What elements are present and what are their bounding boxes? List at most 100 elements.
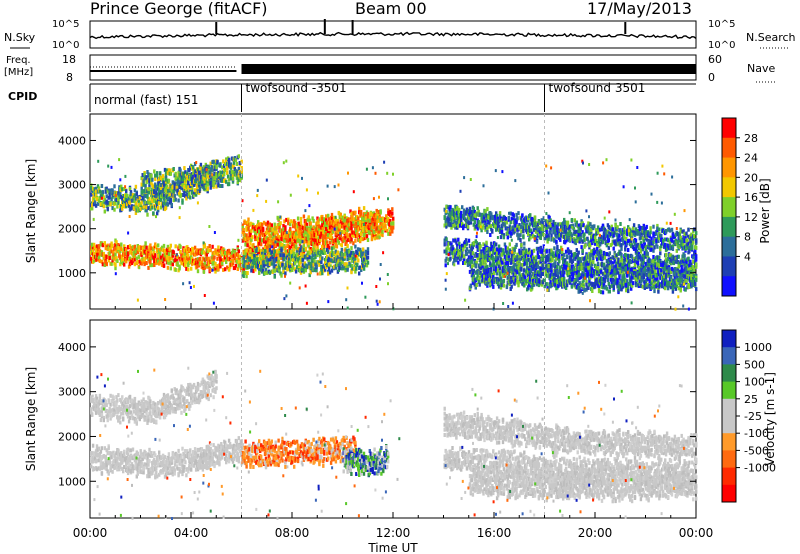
- power-cell: [348, 250, 351, 254]
- power-cell: [296, 238, 300, 243]
- power-cell: [141, 189, 144, 194]
- power-cell: [136, 250, 139, 255]
- power-cell: [140, 253, 143, 257]
- power-cell: [176, 176, 179, 181]
- power-cell: [302, 248, 306, 253]
- power-cell: [454, 207, 457, 212]
- power-cell: [256, 225, 259, 230]
- power-cell: [217, 178, 220, 183]
- power-cell: [94, 189, 98, 194]
- power-cell: [552, 228, 555, 233]
- power-cell: [581, 230, 584, 235]
- power-cell: [521, 213, 524, 218]
- power-cell: [198, 186, 202, 191]
- power-cell: [304, 246, 307, 251]
- power-cell: [601, 239, 605, 244]
- power-cell: [324, 223, 327, 228]
- power-cell: [187, 267, 190, 272]
- power-cell: [220, 258, 223, 263]
- power-cell: [240, 159, 243, 164]
- power-cell: [589, 222, 592, 227]
- power-cell: [184, 263, 187, 268]
- power-cell: [207, 262, 210, 267]
- power-cell: [295, 265, 299, 270]
- power-cell: [158, 177, 161, 182]
- power-cell: [237, 154, 240, 159]
- power-cell: [116, 204, 119, 209]
- power-cell: [280, 248, 283, 253]
- power-cell: [237, 249, 240, 254]
- power-cell: [345, 249, 348, 254]
- power-cell: [163, 249, 167, 254]
- power-cell: [246, 220, 249, 225]
- power-cell: [156, 203, 159, 208]
- power-cell: [137, 199, 140, 204]
- power-cell: [599, 234, 603, 239]
- power-cell: [101, 190, 105, 195]
- power-cell: [155, 190, 158, 195]
- power-cell: [127, 196, 131, 201]
- power-cell: [283, 219, 286, 224]
- power-cell: [327, 233, 330, 237]
- power-cell: [106, 206, 109, 211]
- power-cell: [367, 230, 371, 235]
- power-cell: [342, 218, 345, 223]
- power-cell: [168, 246, 172, 251]
- power-cell: [534, 229, 538, 234]
- power-cell: [388, 225, 391, 230]
- power-cell: [545, 226, 548, 231]
- power-cell: [583, 232, 586, 237]
- power-cell: [190, 174, 193, 179]
- power-cell: [318, 227, 321, 232]
- power-cell: [344, 234, 347, 239]
- power-cell: [448, 217, 451, 222]
- power-cell: [154, 253, 157, 258]
- power-cell: [589, 242, 592, 247]
- power-cell: [145, 261, 148, 265]
- power-cell: [634, 238, 638, 243]
- power-cell: [639, 241, 643, 246]
- power-cell: [252, 269, 255, 274]
- nsearch-label: N.Search: [746, 31, 796, 44]
- power-cell: [226, 265, 229, 270]
- power-cell: [351, 215, 354, 220]
- power-cell: [235, 162, 239, 166]
- power-cell: [302, 241, 306, 246]
- power-cell: [563, 222, 567, 227]
- power-cell: [134, 184, 138, 189]
- power-cell: [102, 195, 105, 200]
- power-cell: [275, 225, 278, 230]
- power-cell: [340, 247, 343, 252]
- power-cell: [542, 220, 545, 225]
- power-cell: [151, 263, 154, 268]
- power-cell: [557, 222, 560, 227]
- power-cell: [233, 249, 237, 254]
- power-cell: [285, 252, 288, 257]
- power-cell: [275, 230, 278, 235]
- power-cell: [168, 256, 172, 261]
- power-cell: [324, 250, 327, 255]
- power-cell: [164, 205, 168, 210]
- power-cell: [529, 222, 532, 227]
- power-cell: [641, 245, 644, 250]
- power-cell: [275, 253, 278, 258]
- power-cell: [346, 264, 349, 269]
- power-cell: [249, 253, 252, 258]
- power-cell: [377, 219, 380, 223]
- power-cell: [261, 267, 265, 272]
- power-cell: [334, 231, 338, 236]
- power-cell: [165, 168, 169, 173]
- power-cell: [619, 222, 622, 226]
- power-cell: [641, 247, 644, 252]
- power-cell: [349, 218, 352, 223]
- power-cell: [303, 239, 307, 244]
- power-cell: [162, 180, 166, 185]
- power-cell: [187, 185, 190, 190]
- power-cell: [366, 255, 370, 260]
- power-cell: [171, 262, 174, 267]
- power-cell: [346, 234, 349, 239]
- power-cell: [341, 260, 344, 265]
- power-cell: [329, 234, 333, 239]
- power-cell: [611, 227, 614, 232]
- power-cell: [475, 223, 478, 228]
